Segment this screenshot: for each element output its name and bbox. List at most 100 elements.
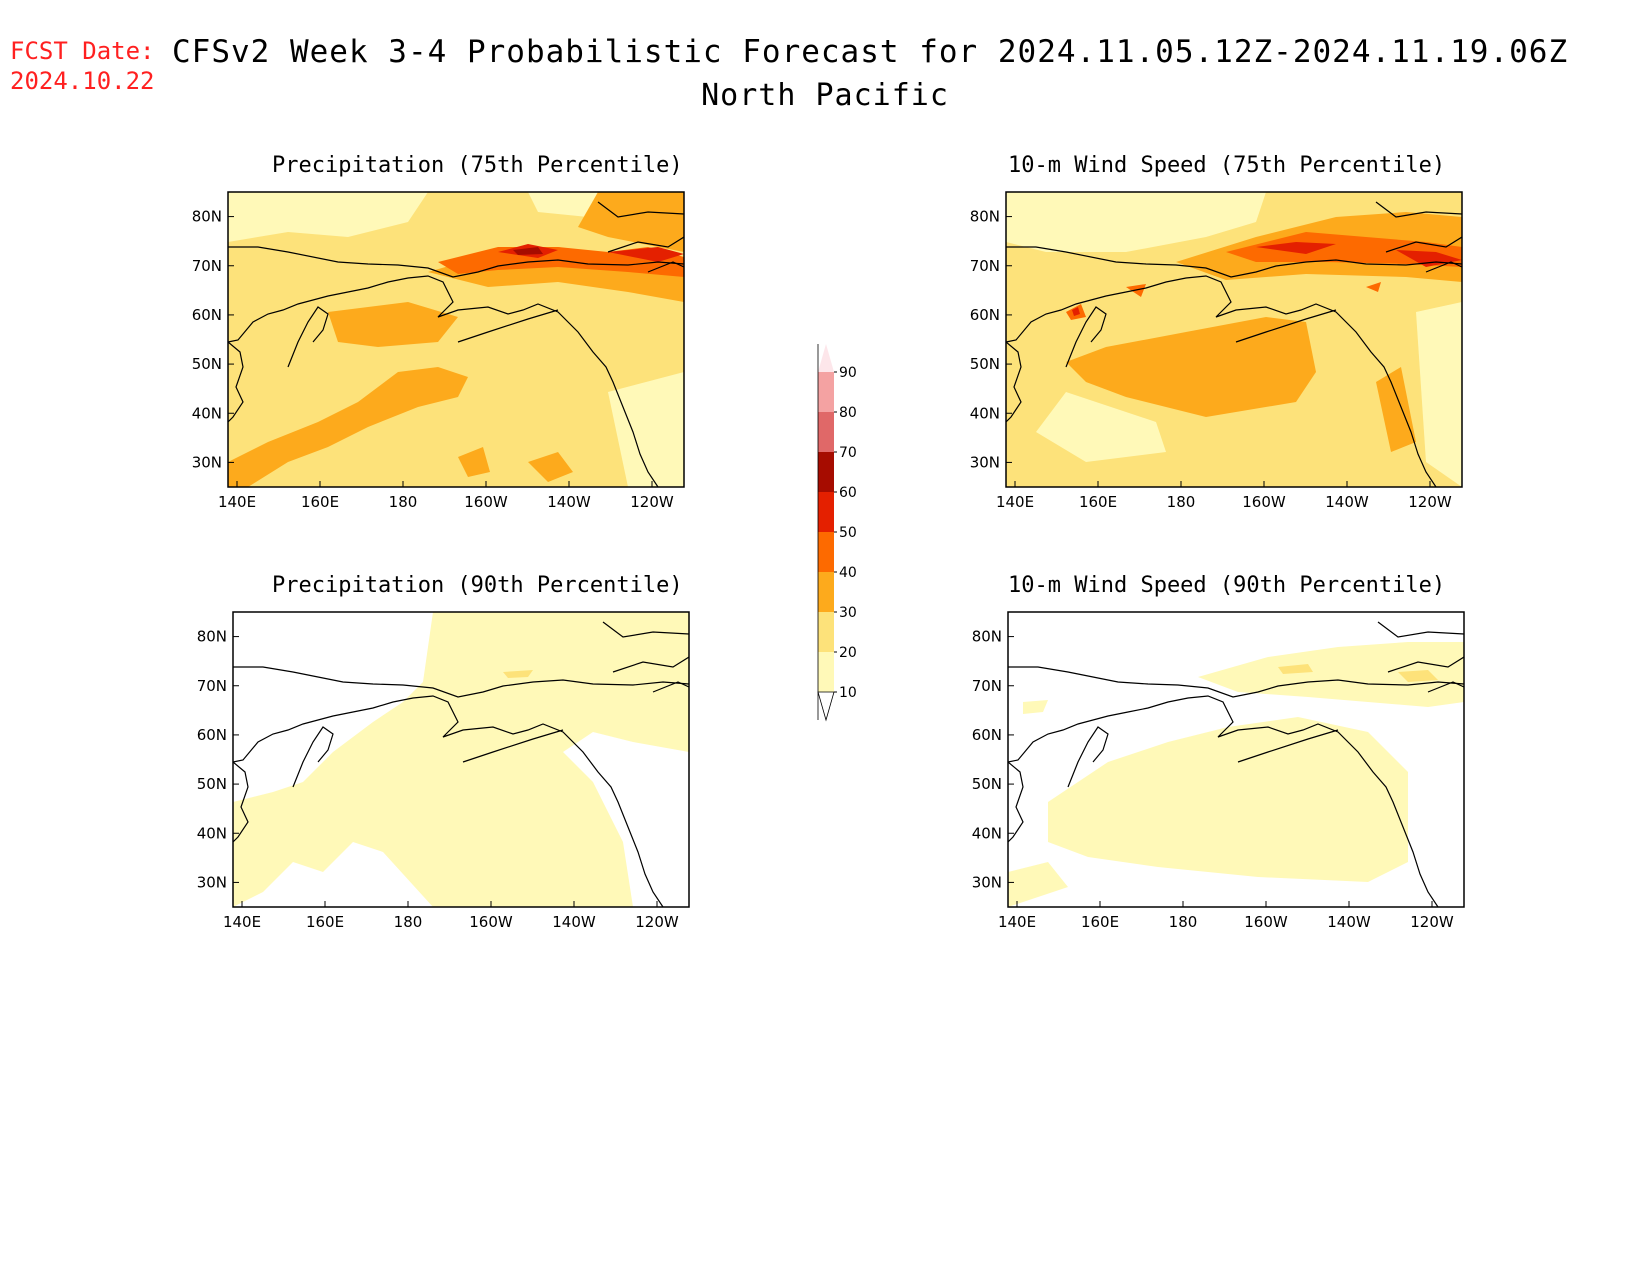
- lon-label: 160E: [1079, 493, 1117, 511]
- coastline: [1067, 726, 1109, 788]
- coastline: [1008, 666, 1464, 698]
- lat-label: 30N: [197, 873, 227, 891]
- coastline: [457, 309, 559, 343]
- coastline: [233, 695, 664, 907]
- shade-region: [458, 447, 490, 477]
- colorbar-label: 30: [839, 605, 857, 621]
- colorbar-swatch: [818, 412, 834, 452]
- colorbar-label: 10: [839, 685, 857, 701]
- shade-region: [328, 302, 458, 347]
- coastline: [1008, 695, 1439, 907]
- colorbar-swatch: [818, 612, 834, 652]
- lat-label: 60N: [970, 306, 1000, 324]
- colorbar-swatch: [818, 452, 834, 492]
- map-precip90: 80N 70N 60N 50N 40N 30N 140E 160E 180 160W 140W 120…: [175, 600, 695, 945]
- lat-label: 50N: [972, 775, 1002, 793]
- coastline: [287, 306, 329, 368]
- colorbar-top-cap: [818, 344, 834, 372]
- coastline: [1235, 309, 1337, 343]
- shade-region: [1036, 392, 1166, 462]
- shade-region: [1006, 192, 1266, 252]
- lon-label: 120W: [635, 913, 679, 931]
- shade-region: [1048, 717, 1408, 882]
- lon-label: 160E: [1081, 913, 1119, 931]
- shading-wind75: [1006, 192, 1462, 487]
- lon-label: 160W: [464, 493, 508, 511]
- colorbar-bottom-cap: [817, 691, 835, 722]
- colorbar: 10 20 30 40 50 60 70 80 90: [800, 332, 860, 756]
- panel-title-precip90: Precipitation (90th Percentile): [272, 573, 683, 598]
- lon-label: 140E: [223, 913, 261, 931]
- lon-label: 120W: [1410, 913, 1454, 931]
- lon-label: 160W: [1242, 493, 1286, 511]
- map-precip75: 80N 70N 60N 50N 40N 30N 140E 160E 180 160W 140W 120…: [170, 180, 690, 525]
- lon-label: 140E: [218, 493, 256, 511]
- colorbar-swatch: [818, 572, 834, 612]
- coastline: [1006, 275, 1437, 487]
- colorbar-label: 40: [839, 565, 857, 581]
- forecast-date-value: 2024.10.22: [10, 67, 155, 95]
- lon-label: 180: [1169, 913, 1198, 931]
- panel-title-precip75: Precipitation (75th Percentile): [272, 153, 683, 178]
- shade-region: [513, 247, 543, 255]
- lon-label: 180: [394, 913, 423, 931]
- colorbar-label: 20: [839, 645, 857, 661]
- shade-region: [1008, 862, 1068, 907]
- map-frame: [1005, 191, 1463, 488]
- panel-title-wind90: 10-m Wind Speed (90th Percentile): [1008, 573, 1446, 598]
- lat-label: 60N: [197, 726, 227, 744]
- shade-region: [1072, 307, 1080, 316]
- lat-label: 40N: [197, 824, 227, 842]
- lat-label: 70N: [197, 677, 227, 695]
- lat-label: 80N: [192, 208, 222, 226]
- shade-region: [528, 452, 573, 482]
- lon-label: 160W: [1244, 913, 1288, 931]
- panel-title-wind75: 10-m Wind Speed (75th Percentile): [1008, 153, 1446, 178]
- coastline: [228, 341, 244, 423]
- coastline: [233, 761, 249, 843]
- lon-label: 160E: [301, 493, 339, 511]
- lon-label: 120W: [630, 493, 674, 511]
- lat-label: 70N: [192, 257, 222, 275]
- colorbar-swatch: [818, 652, 834, 692]
- shading-wind90: [1008, 612, 1464, 907]
- coastline: [1006, 246, 1462, 278]
- forecast-date: FCST Date: 2024.10.22: [10, 36, 155, 96]
- colorbar-label: 50: [839, 525, 857, 541]
- colorbar-label: 80: [839, 405, 857, 421]
- lat-label: 30N: [192, 453, 222, 471]
- shading-precip90: [233, 612, 689, 907]
- lat-label: 60N: [972, 726, 1002, 744]
- coastline: [1065, 306, 1107, 368]
- shade-region: [1398, 670, 1438, 682]
- lon-label: 140W: [552, 913, 596, 931]
- map-wind75: 80N 70N 60N 50N 40N 30N 140E 160E 180 160W 140W 120…: [948, 180, 1468, 525]
- shade-region: [1366, 282, 1381, 292]
- shade-region: [1416, 302, 1462, 487]
- lat-label: 80N: [197, 628, 227, 646]
- lat-label: 70N: [970, 257, 1000, 275]
- coastline: [1008, 761, 1024, 843]
- colorbar-label: 70: [839, 445, 857, 461]
- shade-region: [1226, 232, 1462, 267]
- shade-region: [233, 612, 689, 907]
- colorbar-label: 60: [839, 485, 857, 501]
- shade-region: [1376, 367, 1416, 452]
- lat-label: 80N: [972, 628, 1002, 646]
- coastline: [597, 201, 684, 273]
- lat-label: 50N: [197, 775, 227, 793]
- lat-label: 70N: [972, 677, 1002, 695]
- lon-label: 120W: [1408, 493, 1452, 511]
- colorbar-swatch: [818, 532, 834, 572]
- colorbar-label: 90: [839, 365, 857, 381]
- shade-region: [1198, 642, 1464, 707]
- shade-region: [1023, 700, 1048, 714]
- lat-label: 50N: [970, 355, 1000, 373]
- shade-region: [503, 670, 533, 678]
- shade-region: [228, 192, 428, 242]
- lat-label: 40N: [972, 824, 1002, 842]
- lat-label: 30N: [970, 453, 1000, 471]
- lon-label: 140W: [1325, 493, 1369, 511]
- forecast-date-label: FCST Date:: [10, 37, 155, 65]
- lon-label: 180: [389, 493, 418, 511]
